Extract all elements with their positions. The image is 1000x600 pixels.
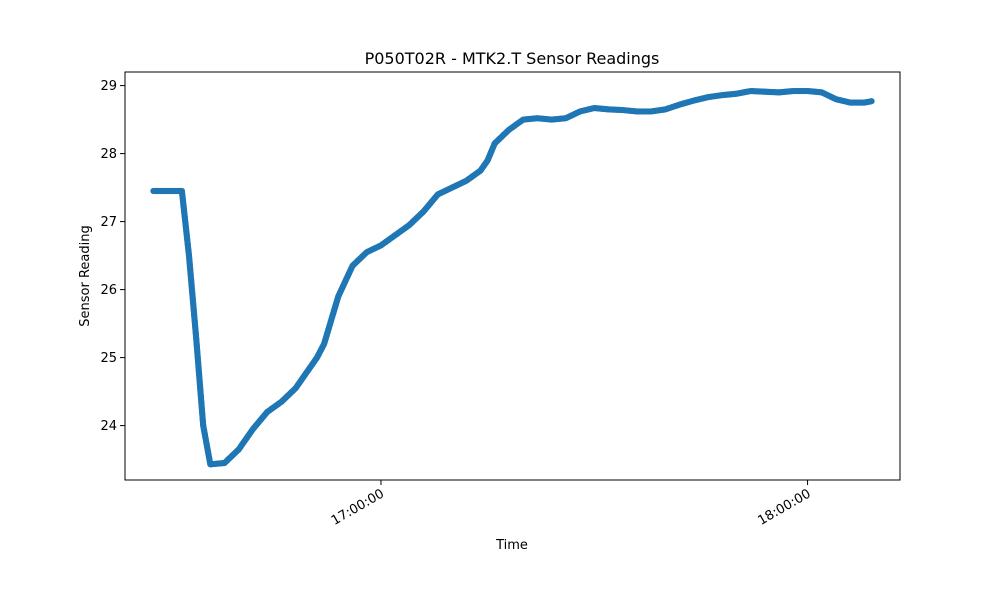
chart-title: P050T02R - MTK2.T Sensor Readings: [365, 49, 660, 68]
y-tick-label: 28: [100, 147, 117, 162]
plot-area-frame: [124, 71, 901, 481]
y-axis: 24 25 26 27 28 29: [100, 79, 125, 434]
y-tick-label: 24: [100, 419, 117, 434]
x-axis-title: Time: [495, 538, 528, 553]
y-tick-label: 26: [100, 283, 117, 298]
y-tick-label: 27: [100, 215, 117, 230]
y-tick-label: 29: [100, 79, 117, 94]
points-layer: [150, 87, 875, 468]
y-tick-label: 25: [100, 351, 117, 366]
y-axis-title: Sensor Reading: [78, 225, 93, 326]
data-point: [868, 98, 875, 105]
